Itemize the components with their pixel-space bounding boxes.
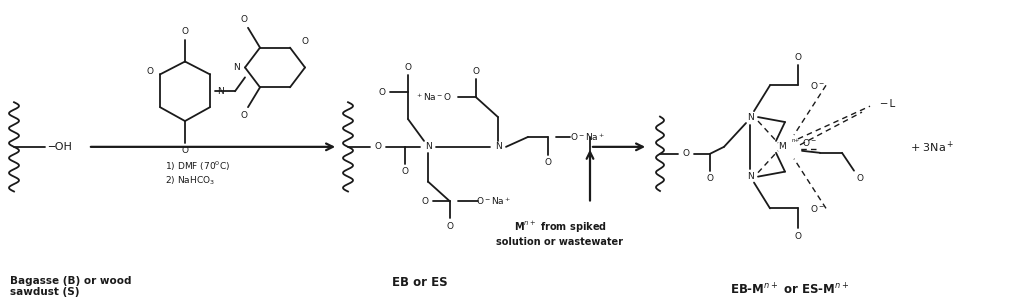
Text: O: O bbox=[795, 53, 802, 62]
Text: O: O bbox=[147, 67, 154, 76]
Text: O: O bbox=[422, 197, 429, 206]
Text: N: N bbox=[425, 142, 432, 152]
Text: O: O bbox=[182, 146, 188, 155]
Text: O: O bbox=[374, 142, 381, 152]
Text: N: N bbox=[216, 87, 223, 96]
Text: N: N bbox=[747, 172, 753, 181]
Text: O: O bbox=[545, 158, 551, 167]
Text: N: N bbox=[234, 63, 241, 72]
Text: n+: n+ bbox=[792, 138, 801, 143]
Text: O: O bbox=[241, 111, 248, 120]
Text: O$^-$Na$^+$: O$^-$Na$^+$ bbox=[476, 195, 512, 207]
Text: ─ L: ─ L bbox=[880, 99, 896, 109]
Text: $^+$Na$^-$O: $^+$Na$^-$O bbox=[415, 92, 452, 103]
Text: Bagasse (B) or wood
sawdust (S): Bagasse (B) or wood sawdust (S) bbox=[10, 276, 131, 298]
Text: O: O bbox=[682, 149, 690, 158]
Text: O: O bbox=[856, 174, 863, 183]
Text: N: N bbox=[494, 142, 501, 152]
Text: O: O bbox=[795, 232, 802, 241]
Text: EB-M$^{n+}$ or ES-M$^{n+}$: EB-M$^{n+}$ or ES-M$^{n+}$ bbox=[730, 283, 849, 298]
Text: O$^-$: O$^-$ bbox=[803, 137, 818, 148]
Text: EB or ES: EB or ES bbox=[392, 276, 448, 289]
Text: O: O bbox=[447, 222, 454, 231]
Text: + 3Na$^+$: + 3Na$^+$ bbox=[910, 139, 954, 155]
Text: 2) NaHCO$_3$: 2) NaHCO$_3$ bbox=[165, 174, 215, 187]
Text: O: O bbox=[401, 167, 408, 176]
Text: N: N bbox=[747, 113, 753, 122]
Text: M: M bbox=[778, 142, 786, 152]
Text: O: O bbox=[182, 27, 188, 36]
Text: O: O bbox=[378, 88, 385, 97]
Text: O$^-$: O$^-$ bbox=[811, 203, 826, 214]
Text: 1) DMF (70$^0$C): 1) DMF (70$^0$C) bbox=[165, 160, 231, 173]
Text: O: O bbox=[707, 174, 714, 183]
Text: M$^{n+}$ from spiked
solution or wastewater: M$^{n+}$ from spiked solution or wastewa… bbox=[496, 220, 624, 247]
Text: O: O bbox=[404, 63, 411, 72]
Text: O$^-$Na$^+$: O$^-$Na$^+$ bbox=[570, 131, 606, 143]
Text: O: O bbox=[241, 15, 248, 24]
Text: O: O bbox=[472, 67, 479, 76]
Text: O: O bbox=[301, 37, 308, 46]
Text: ─OH: ─OH bbox=[49, 142, 72, 152]
Text: O$^-$: O$^-$ bbox=[811, 80, 826, 91]
